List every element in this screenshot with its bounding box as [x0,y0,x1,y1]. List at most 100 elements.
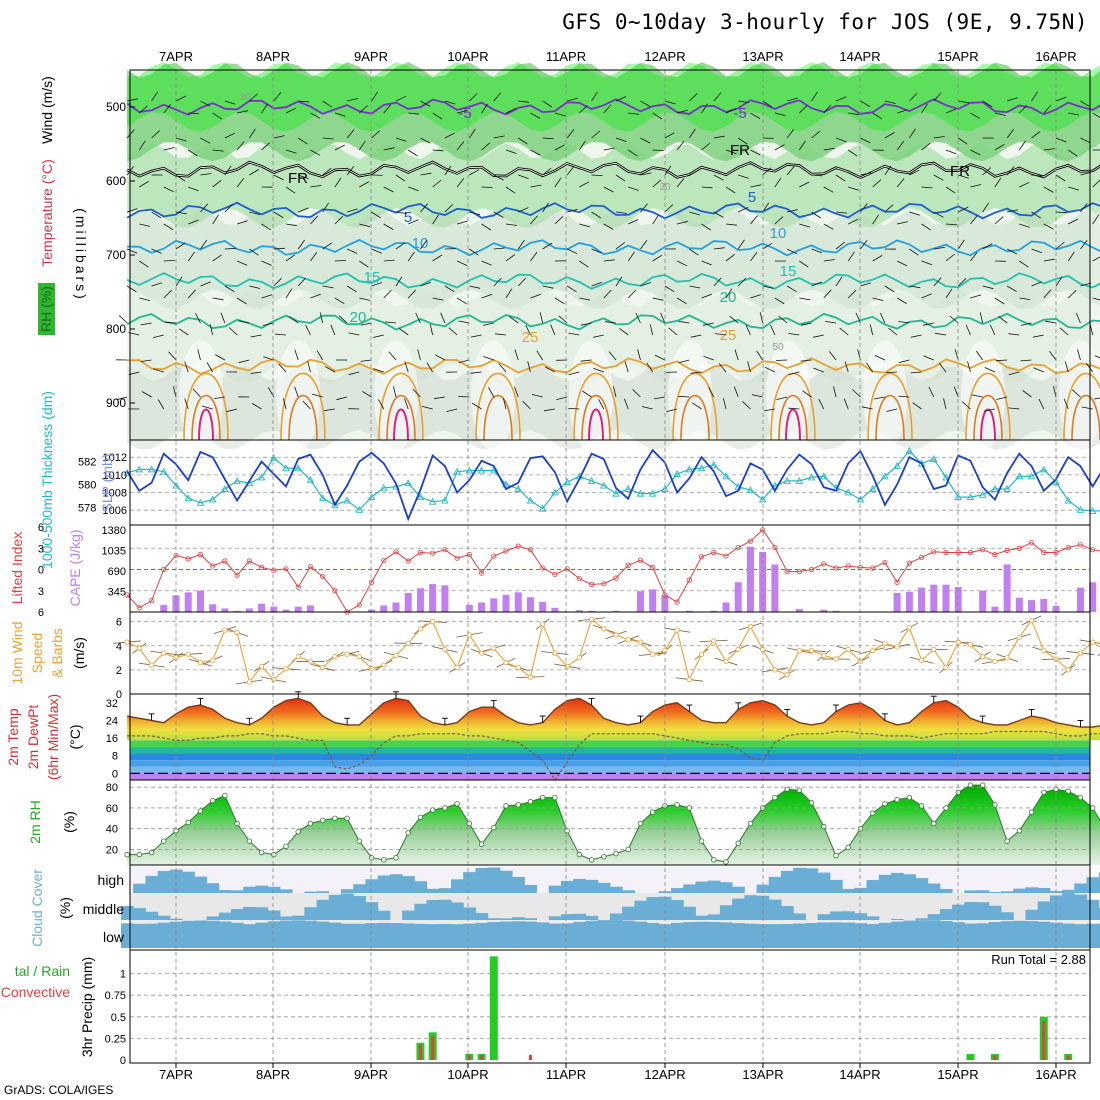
rh-band [127,62,1100,162]
wind-barb [469,211,481,216]
wind-barb [273,135,285,139]
thickness-marker [746,486,755,494]
wind-barb [200,137,211,144]
rh-marker [735,840,741,846]
cloud-cell [695,915,709,920]
wind-barb [458,359,470,364]
wind-barb [469,169,480,176]
wind-barb [713,277,722,287]
wind-barb [1067,149,1078,157]
rh-tick-label: 60 [106,803,118,815]
wind-barb [725,288,733,299]
wind-barb [288,316,299,324]
wind-barb [982,167,992,176]
cloud-cell [829,911,843,920]
wind-barb [909,285,921,289]
cloud-cell [634,900,648,920]
wind-barb [1068,186,1079,191]
wind-speed-marker [882,640,888,646]
cloud-cell [585,920,599,948]
cloud-cell [707,880,721,893]
wind-barb [249,248,259,256]
wind-barb [420,281,431,287]
rh-marker [368,855,375,861]
wind-speed-marker [576,655,582,661]
temperature-contour-35 [875,395,905,441]
wind-speed-marker [588,616,595,622]
cloud-cell [609,886,623,893]
cloud-cell [243,886,256,893]
wind-barb [212,112,223,120]
wind-barb [175,276,183,287]
wind-barb [580,322,592,326]
wind-barb [322,137,334,140]
wind-barb [126,285,137,293]
wind-barb [579,260,589,268]
cape-bar [490,598,498,612]
temperature-contour-30 [965,372,1011,441]
cloud-cell [255,885,269,893]
cloud-cell [157,870,171,893]
wind-speed-marker [686,676,692,683]
thickness-marker [1088,506,1097,514]
lifted-index-marker [564,566,570,572]
wind-barb [1043,223,1054,230]
cloud-cell [768,924,782,948]
wind-barb [1092,112,1100,119]
wind-barb [420,203,429,213]
precip-convective-bar [467,1054,471,1060]
wind-barb [678,359,690,364]
lifted-index-marker [723,553,729,559]
lifted-index-marker [625,562,631,568]
wind-barb [652,149,664,151]
cloud-cell [438,888,452,893]
cape-bar [196,590,204,612]
wind-barb [200,100,211,107]
rh-marker [393,855,399,861]
wind-barb [481,186,493,188]
cape-bar [429,584,437,612]
wind-barb [701,223,712,231]
temp-band [130,740,1090,747]
wind-barb [1080,172,1092,176]
wind-barb [835,211,847,214]
wind-speed-marker [124,639,130,645]
temperature-contour [126,201,1100,220]
wind-panel-label: Speed [29,633,45,673]
wind-barb [278,363,287,373]
thickness-marker [881,472,889,480]
cloud-cell [573,921,586,948]
wind-barb [1031,211,1041,219]
wind-barb [493,247,505,250]
wind-barb [542,100,553,108]
cloud-cell [915,878,929,893]
wind-barb [481,223,492,231]
wind-barb [1055,241,1065,250]
cloud-cell [634,921,648,948]
cape-bar [575,610,583,612]
wind-speed-marker [906,625,912,631]
wind-barb [371,130,381,139]
wind-barb [922,322,934,326]
wind-barb [236,177,245,188]
wind-barb [298,100,310,103]
wind-barb [603,186,614,193]
cloud-cell [683,884,696,893]
wind-barb [869,324,874,336]
lifted-index-marker [552,571,558,578]
cloud-cell [781,870,794,893]
cloud-cell [1074,883,1088,893]
wind-barb [860,100,871,107]
wind-barb [310,293,321,299]
cloud-cell [133,883,146,893]
thickness-marker [306,475,315,483]
wind-barb [432,179,442,188]
lifted-index-tick-label: 3 [38,543,44,555]
wind-barb [1068,218,1079,225]
pressure-tick-label: 500 [106,100,126,114]
wind-barb [493,92,502,102]
wind-barb [615,211,627,214]
wind-barb [518,174,529,179]
wind-barb [518,207,529,213]
cloud-cell [756,884,770,893]
